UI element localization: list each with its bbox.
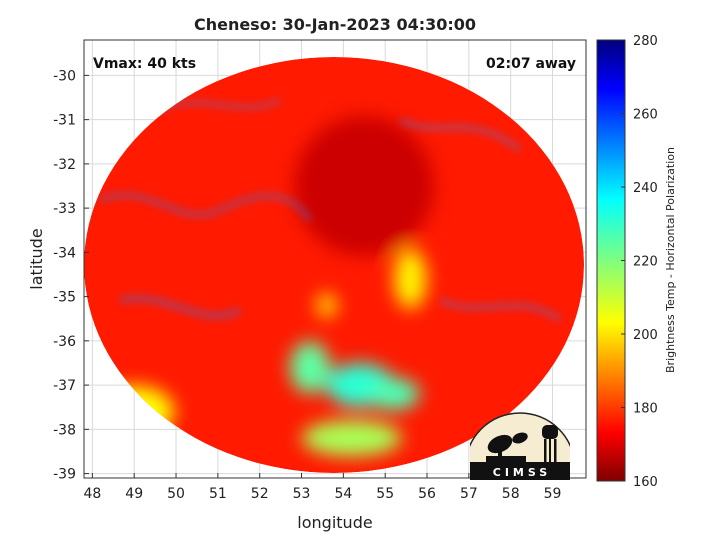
- feature-convective-cell-east: [394, 248, 427, 309]
- brightness-temp-swath: [84, 57, 584, 473]
- vmax-annotation: Vmax: 40 kts: [93, 56, 196, 72]
- colorbar-label: Brightness Temp - Horizontal Polarizatio…: [664, 147, 677, 373]
- colorbar-tick-label: 220: [633, 255, 658, 270]
- x-tick-label: 49: [125, 486, 143, 502]
- cimss-logo: CIMSS: [470, 412, 570, 480]
- feature-cold-band-east: [367, 377, 420, 410]
- map-axes: 48 49 50 51 52 53 54 55 56 57 58 59 -30 -31 -32 -33 -34…: [53, 39, 587, 502]
- y-tick-label: -38: [53, 422, 76, 438]
- y-tick-label: -34: [53, 245, 76, 261]
- x-tick-label: 50: [167, 486, 185, 502]
- satellite-dish-icon: [486, 432, 528, 466]
- y-ticks: -30 -31 -32 -33 -34 -35 -36 -37 -38 -39: [53, 68, 89, 483]
- feature-warm-core-north: [294, 116, 435, 256]
- x-tick-label: 59: [544, 486, 562, 502]
- x-tick-label: 48: [83, 486, 101, 502]
- y-tick-label: -30: [53, 68, 76, 84]
- time-away-annotation: 02:07 away: [486, 56, 576, 72]
- y-tick-label: -39: [53, 467, 76, 483]
- swath-texture: [98, 97, 562, 323]
- y-tick-label: -35: [53, 290, 76, 306]
- colorbar-tick-label: 240: [633, 181, 658, 196]
- colorbar: 280 260 240 220 200 180 160 Brightness Temp - …: [596, 34, 677, 490]
- x-axis-label: longitude: [297, 513, 372, 532]
- x-tick-label: 51: [209, 486, 227, 502]
- x-tick-label: 53: [293, 486, 311, 502]
- y-axis-label: latitude: [27, 228, 46, 289]
- x-tick-label: 56: [418, 486, 436, 502]
- x-ticks: 48 49 50 51 52 53 54 55 56 57 58 59: [83, 473, 561, 502]
- feature-convective-cell-west: [316, 293, 337, 318]
- water-tower-icon: [542, 425, 558, 466]
- y-tick-label: -32: [53, 157, 76, 173]
- colorbar-tick-label: 260: [633, 108, 658, 123]
- x-tick-label: 57: [460, 486, 478, 502]
- feature-cold-band-south: [301, 420, 402, 457]
- colorbar-ticks: 280 260 240 220 200 180 160: [621, 34, 658, 490]
- y-tick-label: -31: [53, 113, 76, 129]
- y-tick-label: -36: [53, 334, 76, 350]
- y-tick-label: -37: [53, 378, 76, 394]
- logo-text: CIMSS: [493, 466, 551, 479]
- colorbar-gradient: [596, 39, 626, 482]
- colorbar-tick-label: 180: [633, 402, 658, 417]
- chart-title: Cheneso: 30-Jan-2023 04:30:00: [194, 15, 476, 34]
- x-tick-label: 58: [502, 486, 520, 502]
- x-tick-label: 54: [334, 486, 352, 502]
- feature-cold-band-west: [289, 341, 330, 394]
- colorbar-tick-label: 280: [633, 34, 658, 49]
- y-tick-label: -33: [53, 201, 76, 217]
- x-tick-label: 52: [251, 486, 269, 502]
- colorbar-tick-label: 200: [633, 328, 658, 343]
- x-tick-label: 55: [376, 486, 394, 502]
- swath-background: [84, 57, 584, 473]
- colorbar-tick-label: 160: [633, 475, 658, 490]
